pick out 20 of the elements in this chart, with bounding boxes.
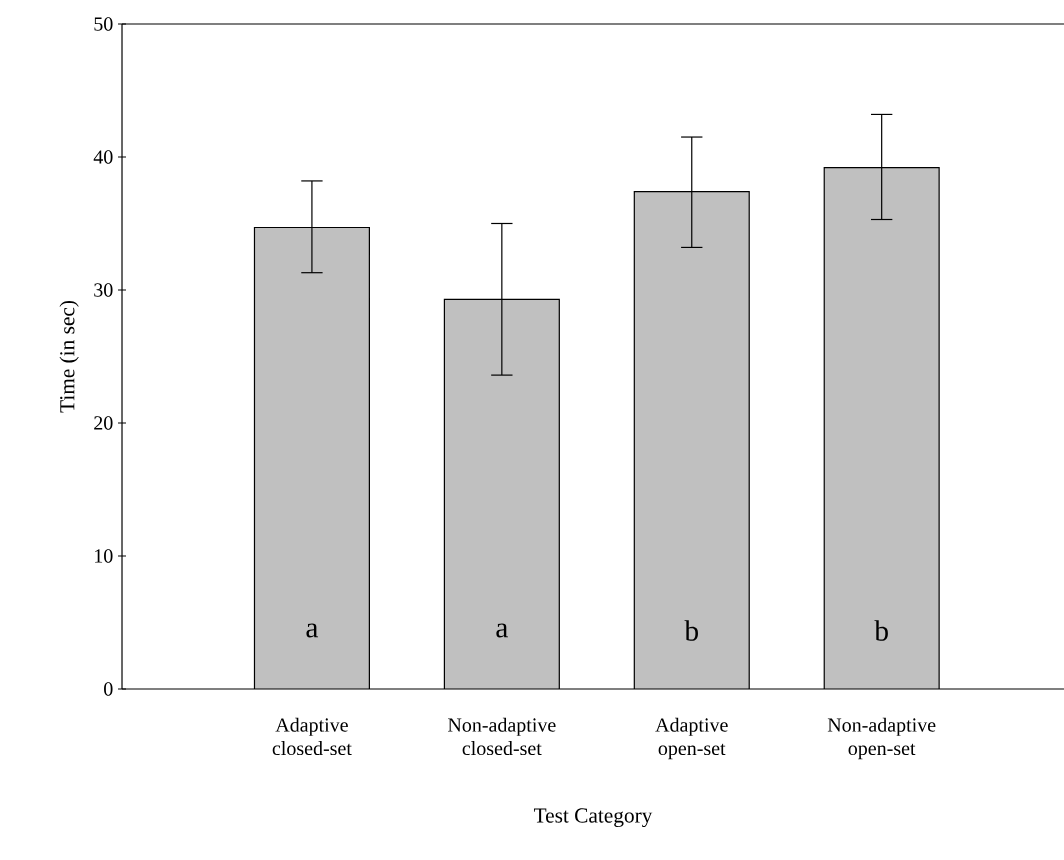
x-tick-label: Non-adaptive open-set	[827, 717, 936, 760]
y-tick-label: 0	[104, 682, 113, 696]
y-tick-label: 20	[94, 416, 113, 430]
y-tick-label: 40	[93, 150, 113, 164]
bar	[634, 191, 750, 689]
y-tick-label: 50	[94, 17, 113, 31]
annotation: b	[874, 620, 888, 641]
x-tick-label: Adaptive closed-set	[272, 717, 352, 756]
x-axis-title: Test Category	[534, 808, 653, 828]
bar	[254, 227, 370, 689]
y-tick-label: 10	[95, 549, 113, 563]
y-tick-label: 30	[94, 283, 113, 297]
annotation: b	[684, 620, 698, 641]
x-tick-label: Adaptive open-set	[655, 717, 728, 760]
annotation: a	[306, 623, 319, 638]
annotation: a	[496, 623, 508, 638]
bar	[823, 167, 940, 689]
y-axis-title: Time (in sec)	[59, 300, 79, 413]
x-tick-label: Non-adaptive closed-set	[448, 717, 556, 756]
bar	[444, 299, 560, 689]
